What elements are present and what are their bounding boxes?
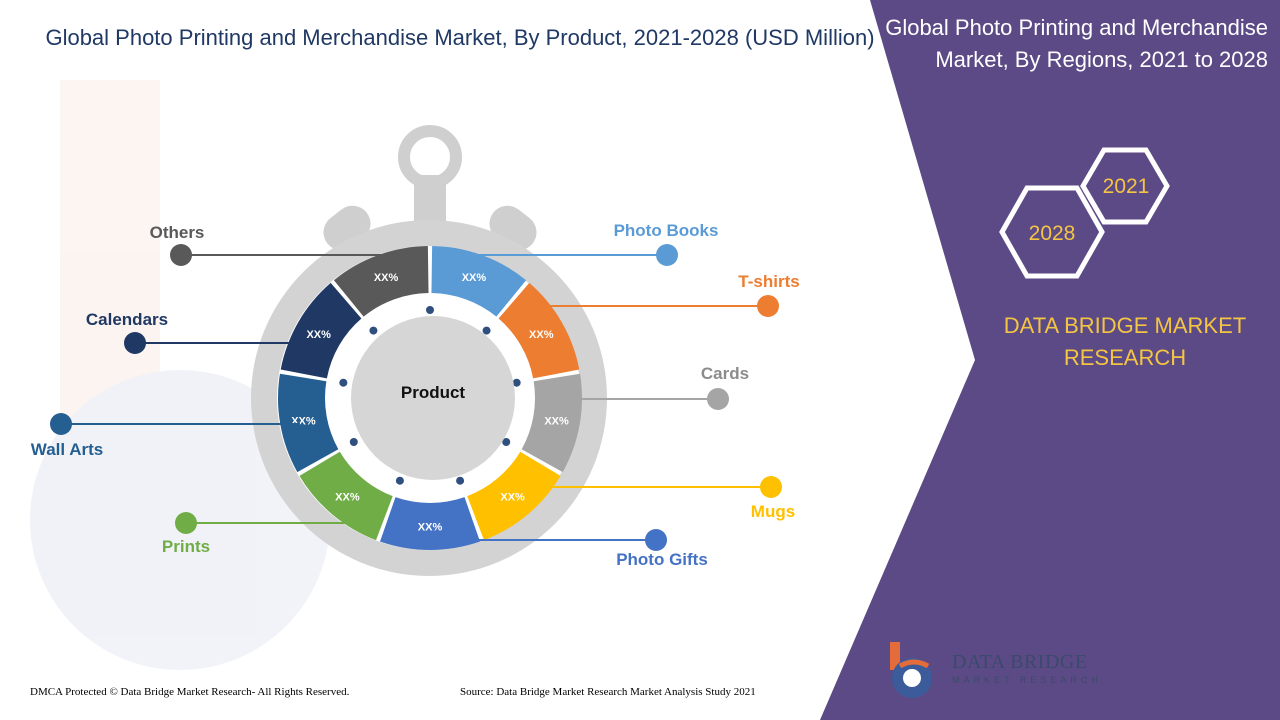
segment-calendars bbox=[280, 282, 362, 379]
segment-value-photo-gifts: XX% bbox=[418, 522, 443, 534]
segment-photo-books bbox=[431, 246, 527, 317]
segment-photo-gifts bbox=[380, 497, 480, 550]
segment-wall-arts bbox=[278, 373, 339, 473]
segment-value-wall-arts: XX% bbox=[291, 415, 316, 427]
segment-mugs bbox=[467, 451, 561, 541]
inner-dot bbox=[426, 306, 434, 314]
source-text: Source: Data Bridge Market Research Mark… bbox=[460, 686, 756, 698]
regions-title: Global Photo Printing and Merchandise Ma… bbox=[885, 15, 1268, 72]
category-label-calendars: Calendars bbox=[86, 310, 168, 329]
logo-icon bbox=[890, 642, 932, 698]
segment-value-others: XX% bbox=[374, 272, 399, 284]
inner-dot bbox=[369, 326, 378, 335]
inner-dot bbox=[512, 378, 521, 387]
copyright-text: DMCA Protected © Data Bridge Market Rese… bbox=[30, 686, 350, 698]
hexagon-year-2028-label: 2028 bbox=[1029, 222, 1076, 245]
segment-others bbox=[333, 246, 429, 317]
inner-dot bbox=[456, 476, 465, 485]
callout-marker-cards bbox=[707, 388, 729, 410]
category-label-cards: Cards bbox=[701, 364, 749, 383]
category-label-prints: Prints bbox=[162, 537, 210, 556]
category-label-photo-gifts: Photo Gifts bbox=[616, 550, 708, 569]
callout-marker-t-shirts bbox=[757, 295, 779, 317]
segment-value-prints: XX% bbox=[335, 491, 360, 503]
hexagon-year-2028: 2028 bbox=[999, 185, 1105, 279]
chart-title: Global Photo Printing and Merchandise Ma… bbox=[45, 25, 875, 50]
inner-dot bbox=[395, 476, 404, 485]
segment-value-t-shirts: XX% bbox=[529, 329, 554, 341]
hexagon-year-2021: 2021 bbox=[1080, 147, 1170, 225]
inner-dot bbox=[339, 378, 348, 387]
segment-prints bbox=[299, 451, 393, 541]
category-label-photo-books: Photo Books bbox=[614, 221, 719, 240]
callout-marker-calendars bbox=[124, 332, 146, 354]
callout-marker-photo-books bbox=[656, 244, 678, 266]
category-label-others: Others bbox=[150, 223, 205, 242]
inner-dots bbox=[339, 306, 521, 485]
logo-name: DATA BRIDGE bbox=[952, 651, 1088, 673]
segment-value-mugs: XX% bbox=[500, 491, 525, 503]
hexagon-year-2021-label: 2021 bbox=[1103, 175, 1150, 198]
callouts: Photo Books T-shirts Cards Mugs Photo Gifts P… bbox=[31, 221, 800, 569]
segment-value-cards: XX% bbox=[544, 415, 569, 427]
callout-marker-prints bbox=[175, 512, 197, 534]
segment-value-photo-books: XX% bbox=[462, 272, 487, 284]
category-label-t-shirts: T-shirts bbox=[738, 272, 799, 291]
center-label: Product bbox=[401, 383, 466, 402]
segment-t-shirts bbox=[498, 282, 580, 379]
donut-segments: XX% XX% XX% XX% XX% XX% XX% XX% XX% bbox=[278, 246, 583, 550]
inner-dot bbox=[482, 326, 491, 335]
callout-marker-photo-gifts bbox=[645, 529, 667, 551]
inner-dot bbox=[502, 438, 511, 446]
category-label-mugs: Mugs bbox=[751, 502, 795, 521]
logo-subtitle: MARKET RESEARCH bbox=[952, 675, 1102, 685]
callout-marker-mugs bbox=[760, 476, 782, 498]
callout-marker-others bbox=[170, 244, 192, 266]
inner-dot bbox=[349, 438, 358, 446]
callout-marker-wall-arts bbox=[50, 413, 72, 435]
segment-value-calendars: XX% bbox=[306, 329, 331, 341]
brand-name: DATA BRIDGE MARKET RESEARCH bbox=[1003, 313, 1247, 370]
category-label-wall-arts: Wall Arts bbox=[31, 440, 103, 459]
center-circle bbox=[351, 316, 515, 480]
